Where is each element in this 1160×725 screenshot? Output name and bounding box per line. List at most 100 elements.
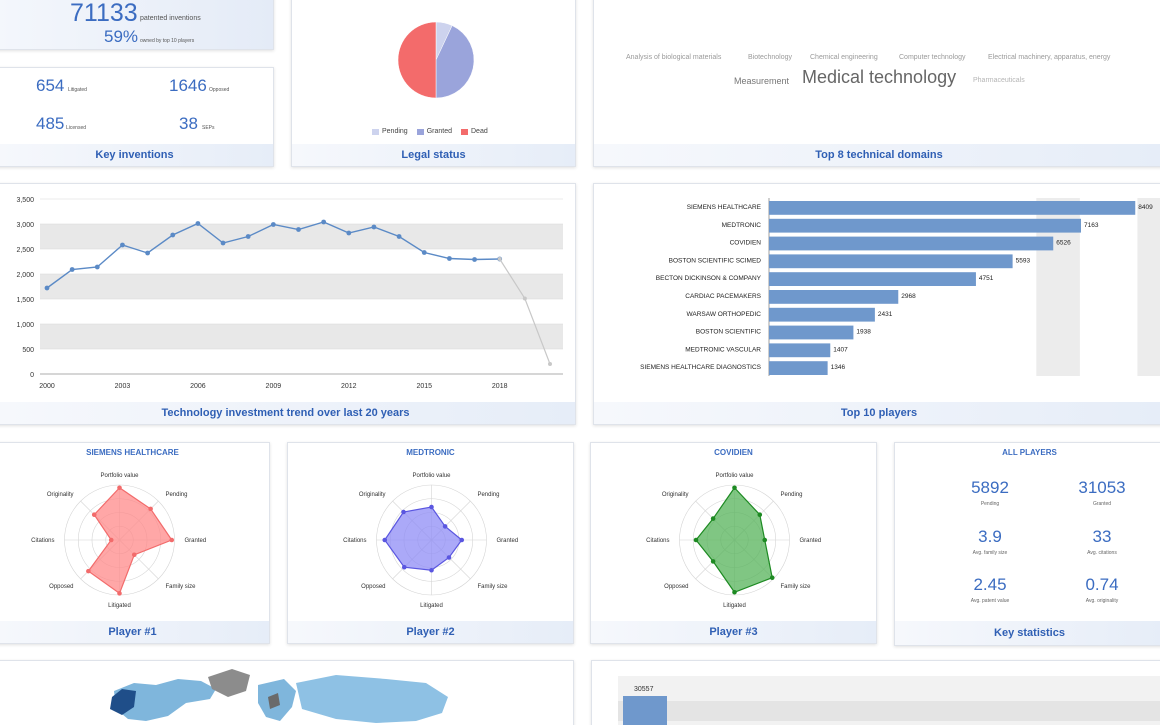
player-1-footer: Player #1: [0, 621, 269, 643]
category-label: BECTON DICKINSON & COMPANY: [656, 275, 762, 282]
licensed-label: Licensed: [66, 125, 87, 131]
radar-point: [693, 537, 699, 543]
player-1-name: SIEMENS HEALTHCARE: [86, 448, 179, 457]
player-3-panel: COVIDIEN Portfolio value Pending Granted Fa…: [590, 442, 877, 644]
radar-point: [169, 537, 175, 543]
player-bar: [769, 307, 875, 322]
radar-axis-label: Family size: [165, 584, 196, 590]
legend-label-granted: Granted: [426, 128, 452, 135]
radar-point: [446, 555, 452, 560]
radar-axis-label: Portfolio value: [412, 473, 451, 479]
data-point: [447, 256, 452, 261]
stat-citations-label: Avg. citations: [1087, 550, 1117, 556]
word-chemical: Chemical engineering: [810, 54, 878, 61]
stat-granted: 31053: [1078, 478, 1126, 497]
radar-axis-label: Litigated: [420, 603, 443, 609]
seps-label: SEPs: [202, 125, 215, 131]
data-point: [245, 234, 251, 239]
category-label: COVIDIEN: [730, 240, 762, 247]
y-tick-label: 3,000: [16, 222, 34, 229]
bottom-bar: [623, 696, 667, 725]
data-point: [548, 362, 552, 366]
player-3-radar: Portfolio value Pending Granted Family size…: [646, 473, 822, 609]
player-2-panel: MEDTRONIC Portfolio value Pending Granted F…: [287, 442, 574, 644]
world-map: [110, 669, 448, 723]
grid-band: [40, 274, 563, 299]
x-tick-label: 2015: [416, 383, 432, 390]
radar-axis-label: Granted: [497, 538, 519, 544]
map-region-greenland: [208, 669, 250, 697]
radar-point: [117, 485, 122, 491]
bar-value-label: 2968: [901, 293, 916, 300]
word-analysis: Analysis of biological materials: [626, 54, 722, 61]
y-tick-label: 1,500: [16, 297, 34, 304]
radar-axis-label: Granted: [800, 538, 822, 544]
category-label: SIEMENS HEALTHCARE: [687, 204, 762, 211]
category-label: SIEMENS HEALTHCARE DIAGNOSTICS: [640, 364, 762, 371]
data-point: [472, 257, 477, 262]
grid-band: [40, 224, 563, 249]
data-point: [371, 224, 377, 230]
radar-axis-label: Opposed: [361, 584, 385, 590]
grid-band: [40, 324, 563, 349]
map-region-north-america: [114, 679, 216, 721]
y-tick-label: 1,000: [16, 322, 34, 329]
radar-axis-label: Opposed: [664, 584, 688, 590]
legend-swatch-pending: [372, 128, 379, 135]
legal-status-title: Legal status: [292, 144, 575, 166]
radar-axis-label: Originality: [359, 492, 386, 498]
data-point: [522, 296, 527, 301]
radar-point: [757, 512, 763, 518]
pie-slice-granted: [435, 25, 475, 99]
legend-label-dead: Dead: [471, 128, 488, 135]
radar-point: [769, 575, 775, 581]
radar-point: [108, 537, 114, 543]
world-map-panel: [0, 660, 574, 725]
stat-pending: 5892: [971, 478, 1009, 497]
player-bar: [769, 361, 828, 375]
data-point: [94, 264, 100, 270]
licensed-count: 485: [36, 114, 65, 133]
radar-point: [86, 568, 91, 574]
legend-granted: Granted: [416, 128, 452, 135]
radar-point: [131, 552, 137, 558]
data-point: [195, 221, 201, 226]
player-bar: [769, 236, 1054, 251]
radar-shape: [384, 506, 463, 571]
legal-status-panel: Pending Granted Dead Legal status: [291, 0, 576, 167]
bottom-bar-grid-band: [618, 701, 1160, 721]
radar-point: [91, 512, 97, 518]
legend-dead: Dead: [461, 128, 488, 135]
radar-axis-label: Family size: [780, 584, 811, 590]
player-3-name: COVIDIEN: [714, 448, 753, 457]
key-inventions-title: Key inventions: [0, 144, 273, 166]
y-tick-label: 3,500: [16, 197, 34, 204]
total-count: 71133: [70, 0, 138, 27]
bottom-bar-value: 30557: [634, 686, 654, 693]
word-computer: Computer technology: [899, 54, 966, 61]
x-tick-label: 2012: [341, 383, 357, 390]
data-point: [346, 230, 352, 236]
data-point: [145, 250, 151, 256]
trend-title: Technology investment trend over last 20…: [0, 402, 575, 424]
top-players-bar-chart: SIEMENS HEALTHCARE 8409 MEDTRONIC 7163 COVID…: [640, 198, 1160, 376]
data-point: [44, 285, 50, 291]
radar-axis-label: Originality: [662, 492, 689, 498]
stat-pending-label: Pending: [980, 501, 1000, 507]
radar-point: [459, 537, 465, 543]
radar-point: [710, 559, 716, 564]
legend-swatch-dead: [461, 128, 468, 135]
legal-status-pie: [397, 21, 475, 99]
stat-originality-label: Avg. originality: [1085, 598, 1119, 604]
opposed-label: Opposed: [209, 87, 230, 93]
radar-point: [732, 589, 737, 595]
radar-point: [429, 504, 434, 510]
category-label: WARSAW ORTHOPEDIC: [686, 311, 761, 318]
word-medical: Medical technology: [802, 67, 957, 87]
litigated-count: 654: [36, 76, 65, 95]
share-label: owned by top 10 players: [140, 38, 195, 44]
radar-axis-label: Granted: [185, 538, 207, 544]
x-tick-label: 2006: [190, 383, 206, 390]
data-point: [69, 267, 75, 272]
grid-band: [1137, 198, 1160, 376]
